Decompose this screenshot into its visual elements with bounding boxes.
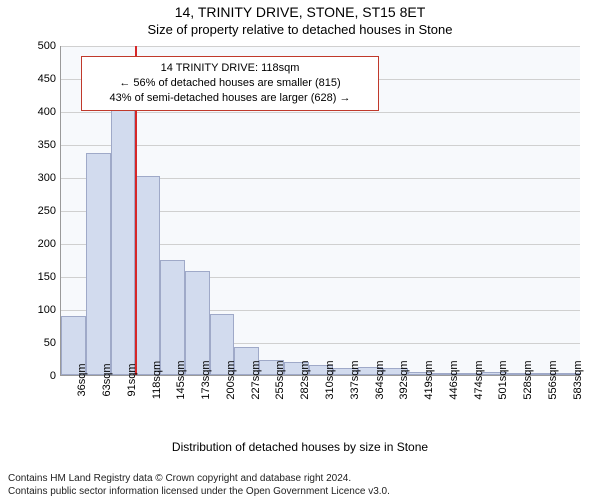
x-tick: 556sqm	[547, 360, 559, 399]
x-tick: 91sqm	[126, 363, 138, 396]
x-tick: 419sqm	[423, 360, 435, 399]
annotation-line: 14 TRINITY DRIVE: 118sqm	[90, 61, 370, 76]
x-tick: 474sqm	[473, 360, 485, 399]
x-tick: 227sqm	[250, 360, 262, 399]
footer-line1: Contains HM Land Registry data © Crown c…	[8, 473, 592, 486]
x-tick: 255sqm	[274, 360, 286, 399]
x-tick: 583sqm	[572, 360, 584, 399]
x-tick: 501sqm	[497, 360, 509, 399]
x-tick: 310sqm	[324, 360, 336, 399]
x-tick: 528sqm	[522, 360, 534, 399]
x-tick: 173sqm	[200, 360, 212, 399]
x-axis-label: Distribution of detached houses by size …	[0, 440, 600, 454]
y-tick: 250	[38, 205, 56, 217]
y-tick: 400	[38, 106, 56, 118]
x-tick: 282sqm	[299, 360, 311, 399]
annotation-box: 14 TRINITY DRIVE: 118sqm← 56% of detache…	[81, 56, 379, 111]
y-tick: 450	[38, 73, 56, 85]
annotation-line: 43% of semi-detached houses are larger (…	[90, 91, 370, 106]
x-tick: 145sqm	[175, 360, 187, 399]
y-tick: 50	[44, 337, 56, 349]
y-tick: 300	[38, 172, 56, 184]
y-tick: 350	[38, 139, 56, 151]
x-tick: 63sqm	[101, 363, 113, 396]
y-tick: 500	[38, 40, 56, 52]
histogram-bar	[86, 153, 111, 375]
y-tick: 100	[38, 304, 56, 316]
histogram-bar	[185, 271, 210, 375]
y-tick: 0	[50, 370, 56, 382]
chart-container: Number of detached properties 14 TRINITY…	[0, 40, 600, 460]
x-tick: 446sqm	[448, 360, 460, 399]
page-title-line1: 14, TRINITY DRIVE, STONE, ST15 8ET	[0, 0, 600, 20]
footer: Contains HM Land Registry data © Crown c…	[0, 471, 600, 500]
x-tick: 36sqm	[76, 363, 88, 396]
gridline	[61, 112, 580, 113]
x-tick: 337sqm	[349, 360, 361, 399]
x-tick: 118sqm	[151, 361, 163, 399]
x-tick: 200sqm	[225, 360, 237, 399]
page-title-line2: Size of property relative to detached ho…	[0, 20, 600, 37]
gridline	[61, 46, 580, 47]
x-tick: 392sqm	[398, 360, 410, 399]
histogram-bar	[160, 260, 185, 376]
annotation-line: ← 56% of detached houses are smaller (81…	[90, 76, 370, 91]
y-tick: 150	[38, 271, 56, 283]
histogram-bar	[135, 176, 160, 375]
x-tick: 364sqm	[374, 360, 386, 399]
footer-line2: Contains public sector information licen…	[8, 486, 592, 499]
gridline	[61, 145, 580, 146]
plot-area: 14 TRINITY DRIVE: 118sqm← 56% of detache…	[60, 46, 580, 376]
y-tick: 200	[38, 238, 56, 250]
histogram-bar	[111, 108, 136, 375]
